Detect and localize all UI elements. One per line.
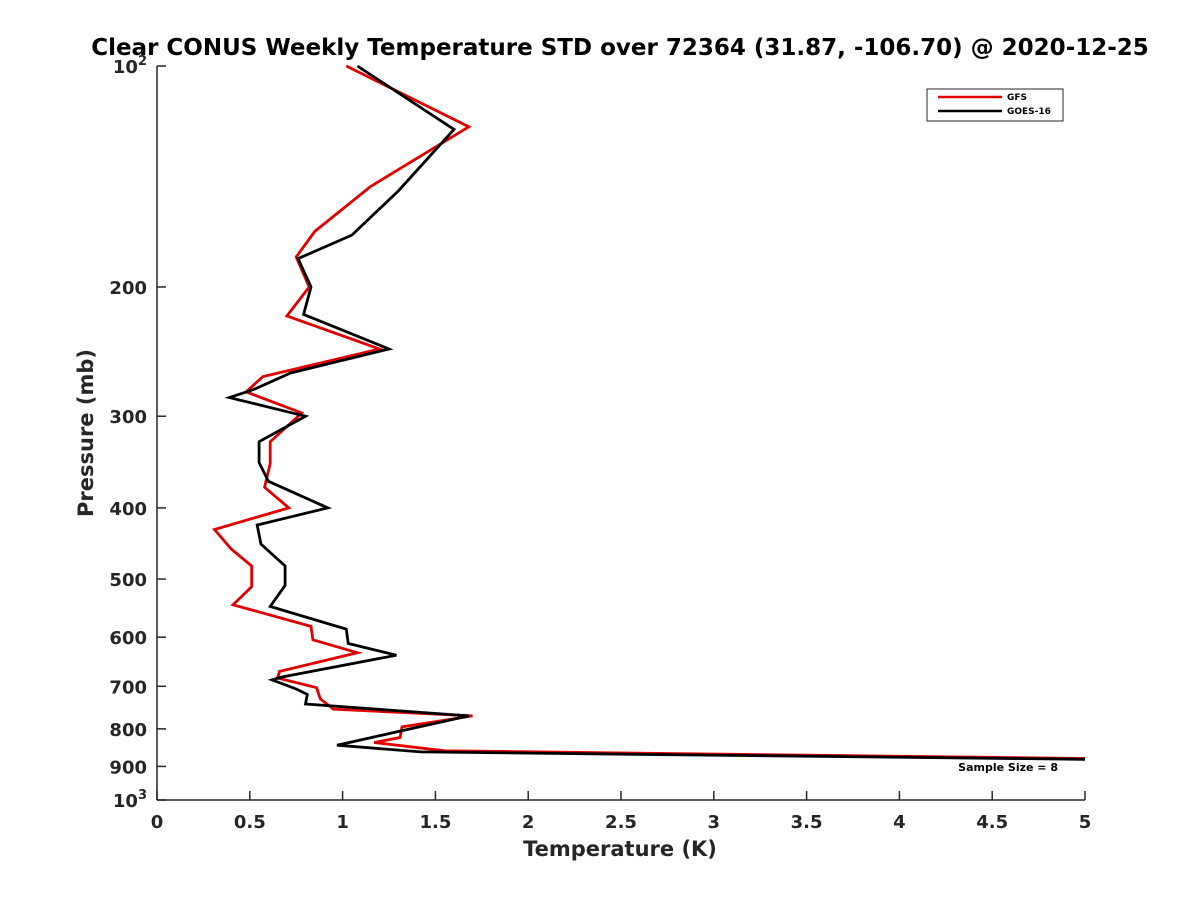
legend-label-goes16: GOES-16 <box>1007 107 1051 117</box>
sample-size-annotation: Sample Size = 8 <box>958 761 1058 774</box>
x-tick-label: 4.5 <box>976 812 1008 833</box>
x-axis-label: Temperature (K) <box>523 837 717 861</box>
x-tick-label: 2.5 <box>605 812 637 833</box>
x-tick-label: 5 <box>1079 812 1092 833</box>
legend-box <box>926 88 1064 122</box>
y-tick-label: 103 <box>113 788 147 812</box>
legend: GFS GOES-16 <box>926 88 1064 122</box>
y-tick-label: 500 <box>109 570 147 591</box>
x-tick-label: 4 <box>893 812 906 833</box>
x-tick-label: 1 <box>336 812 349 833</box>
y-tick-label: 700 <box>109 677 147 698</box>
x-tick-label: 2 <box>522 812 535 833</box>
chart-title: Clear CONUS Weekly Temperature STD over … <box>91 35 1149 61</box>
x-axis-ticks: 0 0.5 1 1.5 2 2.5 3 3.5 4 4.5 5 <box>151 791 1092 833</box>
x-tick-label: 0 <box>151 812 164 833</box>
y-axis-label: Pressure (mb) <box>74 349 98 517</box>
y-axis-ticks: 102 200 300 400 500 600 700 800 900 103 <box>109 54 166 812</box>
y-tick-label: 300 <box>109 407 147 428</box>
y-tick-label: 102 <box>113 54 147 78</box>
x-tick-label: 3.5 <box>791 812 823 833</box>
y-tick-label: 600 <box>109 628 147 649</box>
y-tick-label: 800 <box>109 720 147 741</box>
y-tick-label: 900 <box>109 757 147 778</box>
series-line-goes16 <box>224 64 1086 761</box>
y-tick-label: 400 <box>109 499 147 520</box>
series-line-gfs <box>212 64 1086 760</box>
y-tick-label: 200 <box>109 278 147 299</box>
series-lines <box>212 64 1086 761</box>
x-tick-label: 3 <box>708 812 721 833</box>
x-tick-label: 0.5 <box>234 812 266 833</box>
x-tick-label: 1.5 <box>419 812 451 833</box>
legend-label-gfs: GFS <box>1007 93 1027 103</box>
